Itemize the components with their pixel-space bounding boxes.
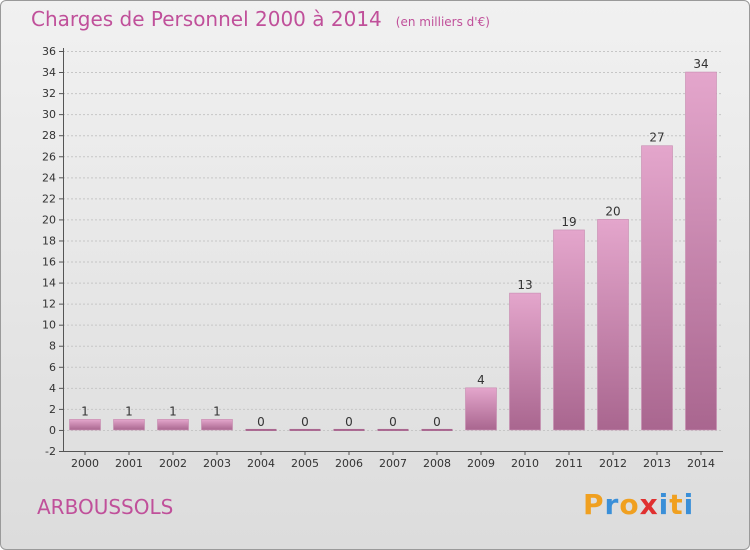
y-tick-label: 18 [42,234,56,247]
logo-letter: x [639,488,659,521]
y-tick-label: 16 [42,256,56,269]
data-label: 34 [693,57,708,71]
data-label: 0 [433,415,441,429]
x-tick-label: 2011 [555,457,583,470]
y-tick-label: 4 [49,382,56,395]
data-label: 0 [257,415,265,429]
x-tick-label: 2003 [203,457,231,470]
bar [377,428,409,431]
y-tick-label: 26 [42,150,56,163]
y-tick-label: 6 [49,361,56,374]
chart-title: Charges de Personnel 2000 à 2014 (en mill… [31,7,490,31]
bar [597,219,629,431]
data-label: 13 [517,278,532,292]
y-tick-label: 8 [49,340,56,353]
logo-letter: i [683,488,695,521]
data-label: 0 [389,415,397,429]
data-label: 1 [169,404,177,418]
bar [553,229,585,431]
y-tick-label: 34 [42,66,56,79]
bar [69,419,101,431]
x-tick-label: 2007 [379,457,407,470]
x-tick-label: 2002 [159,457,187,470]
chart-title-text: Charges de Personnel 2000 à 2014 [31,7,382,31]
y-tick-label: 20 [42,213,56,226]
x-tick-label: 2008 [423,457,451,470]
y-tick-label: 36 [42,45,56,58]
chart-unit-text: (en milliers d'€) [395,15,490,29]
y-tick-label: -2 [45,445,56,458]
x-tick-label: 2000 [71,457,99,470]
y-tick-label: 2 [49,403,56,416]
bar [685,71,717,431]
y-tick-label: 0 [49,424,56,437]
x-tick-label: 2004 [247,457,275,470]
x-tick-label: 2005 [291,457,319,470]
x-tick-label: 2013 [643,457,671,470]
logo-letter: t [669,488,684,521]
data-label: 0 [345,415,353,429]
y-tick-label: 30 [42,108,56,121]
y-tick-label: 22 [42,192,56,205]
bar [333,428,365,431]
bar [245,428,277,431]
y-tick-label: 10 [42,319,56,332]
commune-name: ARBOUSSOLS [37,495,174,519]
data-label: 4 [477,373,485,387]
x-tick-label: 2006 [335,457,363,470]
y-tick-label: 24 [42,171,56,184]
x-tick-label: 2014 [687,457,715,470]
bar [113,419,145,431]
logo-letter: r [604,488,620,521]
bar [157,419,189,431]
x-tick-label: 2009 [467,457,495,470]
logo-letter: P [583,488,605,521]
x-tick-label: 2001 [115,457,143,470]
logo-letter: o [619,488,640,521]
data-label: 1 [81,404,89,418]
bar [421,428,453,431]
bar [641,145,673,431]
data-label: 20 [605,204,620,218]
proxiti-logo: Proxiti [583,488,694,521]
bar [509,292,541,431]
y-tick-label: 28 [42,129,56,142]
data-label: 0 [301,415,309,429]
y-tick-label: 14 [42,277,56,290]
bar [289,428,321,431]
logo-letter: i [658,488,670,521]
y-tick-label: 32 [42,87,56,100]
data-label: 27 [649,131,664,145]
bar [465,387,497,431]
data-label: 1 [213,404,221,418]
bar [201,419,233,431]
x-tick-label: 2010 [511,457,539,470]
y-tick-label: 12 [42,298,56,311]
x-tick-label: 2012 [599,457,627,470]
data-label: 1 [125,404,133,418]
data-label: 19 [561,215,576,229]
